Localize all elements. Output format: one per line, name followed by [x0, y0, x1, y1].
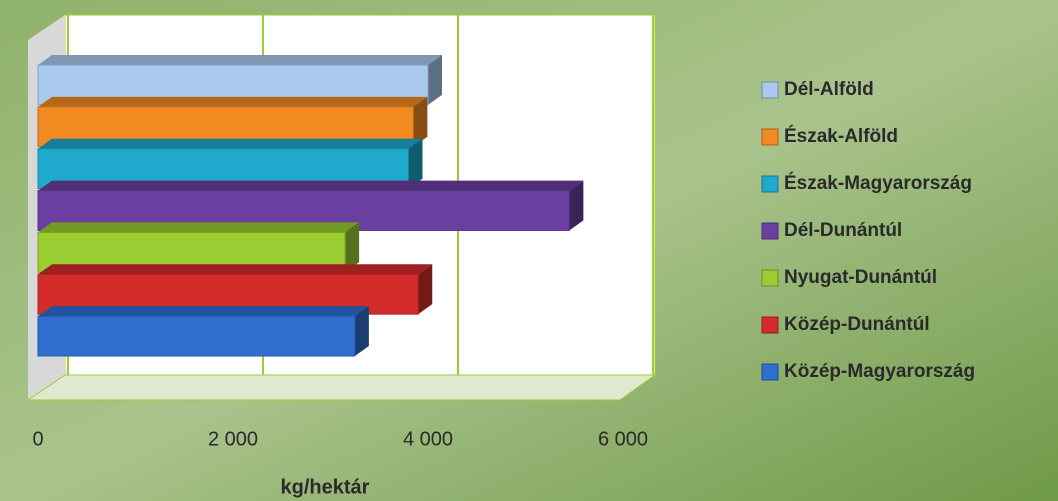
legend-label: Közép-Dunántúl [784, 314, 930, 335]
legend-swatch [761, 222, 779, 240]
legend-swatch [761, 363, 779, 381]
bar-side [345, 222, 360, 273]
bar-side [418, 264, 433, 315]
legend-swatch [761, 269, 779, 287]
legend-swatch [761, 81, 779, 99]
bar-side [354, 306, 369, 356]
x-axis-label: kg/hektár [281, 476, 370, 498]
bar-top [38, 180, 584, 191]
x-tick-label: 6 000 [598, 428, 648, 450]
bar-top [38, 264, 433, 275]
bar-top [38, 96, 428, 107]
x-tick-label: 4 000 [403, 428, 453, 450]
x-tick-label: 0 [32, 428, 43, 450]
bar-top [38, 138, 423, 149]
legend-label: Dél-Alföld [784, 79, 874, 100]
bar-top [38, 55, 442, 65]
bar [37, 315, 356, 357]
legend-label: Közép-Magyarország [784, 361, 975, 382]
legend-label: Nyugat-Dunántúl [784, 267, 937, 288]
x-tick-label: 2 000 [208, 428, 258, 450]
bar-top [38, 222, 360, 233]
bar-side [569, 180, 584, 231]
legend-swatch [761, 128, 779, 146]
bar-side [428, 55, 442, 105]
legend-label: Észak-Alföld [784, 125, 898, 147]
legend-label: Észak-Magyarország [784, 172, 972, 194]
legend-swatch [761, 175, 779, 193]
bar-top [38, 306, 369, 317]
floor [26, 374, 657, 401]
legend-label: Dél-Dunántúl [784, 220, 902, 241]
bar-side [408, 138, 423, 189]
bar-side [413, 96, 428, 147]
legend-swatch [761, 316, 779, 334]
